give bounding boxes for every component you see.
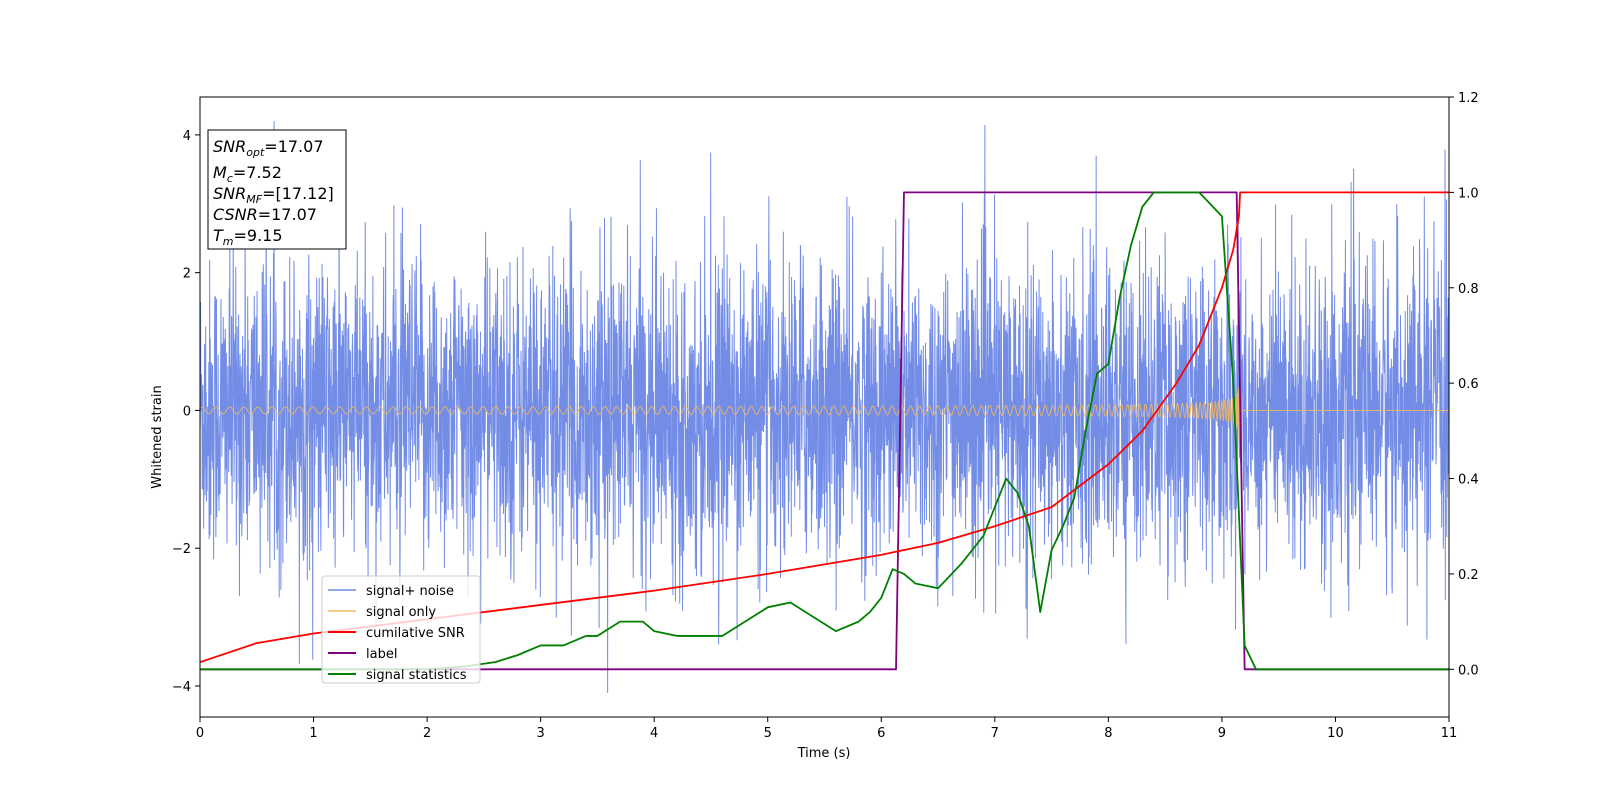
x-tick-label: 7 [991, 726, 999, 741]
y-axis-label: Whitened strain [150, 385, 165, 488]
x-axis-label: Time (s) [797, 746, 851, 761]
legend: signal+ noise signal only cumilative SNR la… [321, 575, 481, 684]
info-box-frame [207, 129, 347, 250]
series-signal-statistics [200, 191, 1449, 671]
legend-label: signal only [366, 605, 436, 620]
y-axis-right: 0.0 0.2 0.4 0.6 0.8 1.0 1.2 [1449, 91, 1479, 678]
legend-label: signal statistics [366, 668, 467, 683]
y-tick-label: −4 [172, 680, 191, 695]
x-tick-label: 0 [196, 726, 204, 741]
y-tick-label: 4 [183, 129, 191, 144]
y-axis-left: −4 −2 0 2 4 [172, 129, 200, 695]
x-tick-label: 10 [1327, 726, 1344, 741]
x-tick-label: 9 [1218, 726, 1226, 741]
series-signal-noise [200, 121, 1449, 693]
info-csnr: CSNR=17.07 [213, 205, 317, 224]
info-snr-mf: SNRMF=[17.12] [213, 184, 334, 206]
x-tick-label: 11 [1441, 726, 1458, 741]
y-tick-label: 0 [183, 404, 191, 419]
plot-frame [199, 96, 1450, 718]
x-tick-label: 3 [536, 726, 544, 741]
x-tick-label: 1 [309, 726, 317, 741]
x-tick-label: 2 [423, 726, 431, 741]
y2-tick-label: 1.2 [1458, 91, 1479, 106]
info-tm: Tm=9.15 [213, 226, 283, 248]
y-tick-label: 2 [183, 267, 191, 282]
legend-label: label [366, 647, 397, 662]
legend-label: cumilative SNR [366, 626, 465, 641]
info-box: SNRopt=17.07 Mc=7.52 SNRMF=[17.12] CSNR=… [207, 129, 347, 250]
legend-label: signal+ noise [366, 584, 454, 599]
info-snr-opt: SNRopt=17.07 [213, 137, 324, 159]
y2-tick-label: 0.2 [1458, 568, 1479, 583]
info-mc: Mc=7.52 [213, 163, 282, 185]
y2-tick-label: 0.6 [1458, 377, 1479, 392]
legend-frame [321, 575, 481, 684]
y-tick-label: −2 [172, 542, 191, 557]
y2-tick-label: 0.8 [1458, 282, 1479, 297]
x-axis: 0 1 2 3 4 5 6 7 8 9 10 11 [196, 717, 1457, 741]
x-tick-label: 8 [1104, 726, 1112, 741]
y2-tick-label: 1.0 [1458, 186, 1479, 201]
y2-tick-label: 0.4 [1458, 473, 1479, 488]
x-tick-label: 6 [877, 726, 885, 741]
x-tick-label: 4 [650, 726, 658, 741]
y2-tick-label: 0.0 [1458, 663, 1479, 678]
x-tick-label: 5 [764, 726, 772, 741]
